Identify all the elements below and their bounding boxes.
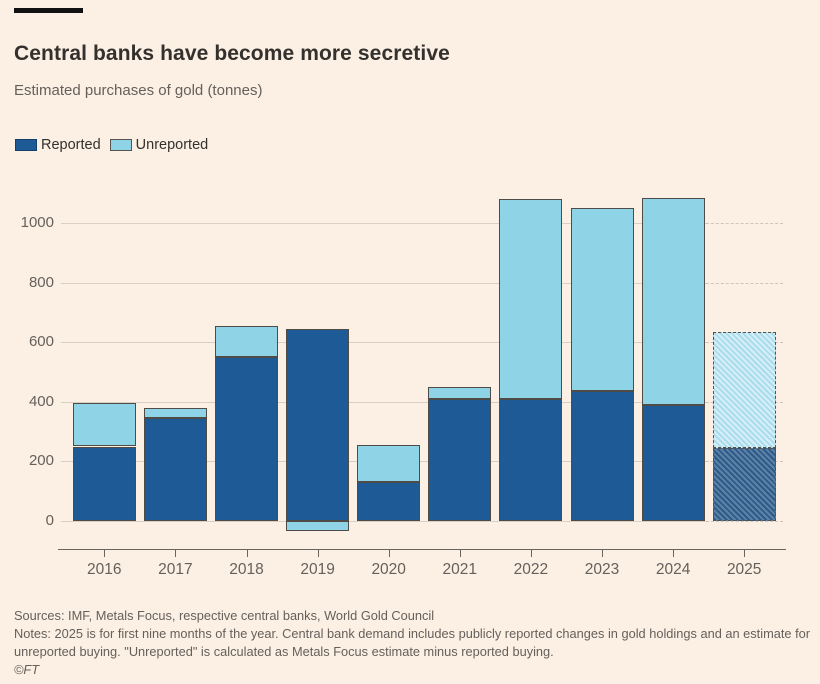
chart-subtitle: Estimated purchases of gold (tonnes) <box>14 82 263 99</box>
bar-2021-reported <box>428 398 492 521</box>
bar-2019-unreported-negative <box>286 521 350 532</box>
chart-footer: Sources: IMF, Metals Focus, respective c… <box>14 607 810 679</box>
unreported-swatch-icon <box>109 139 132 151</box>
legend-item-reported: Reported <box>15 137 101 153</box>
gridline-800 <box>61 282 706 284</box>
bar-2018-reported <box>215 357 278 521</box>
x-axis-label-2025: 2025 <box>726 561 762 578</box>
x-axis-tick <box>246 549 248 557</box>
gridline-400 <box>61 401 706 403</box>
x-axis-tick <box>317 549 319 557</box>
x-axis-label-2019: 2019 <box>300 561 335 578</box>
reported-swatch-icon <box>15 139 37 151</box>
legend-label-unreported: Unreported <box>135 137 209 153</box>
y-axis-tick-label: 1000 <box>20 214 54 231</box>
y-axis-tick-label: 800 <box>28 273 54 291</box>
y-axis-tick-label: 200 <box>28 452 54 470</box>
x-axis-label-2021: 2021 <box>442 561 478 578</box>
gridline-dashed-1000 <box>706 223 783 224</box>
x-axis-tick <box>175 549 177 557</box>
gridline-0 <box>61 521 706 522</box>
x-axis-label-2018: 2018 <box>229 561 264 578</box>
bar-2025-reported <box>712 447 776 521</box>
bar-2023-unreported <box>570 208 634 392</box>
ft-top-rule <box>14 8 83 13</box>
gridline-dashed-800 <box>706 282 783 284</box>
gridline-1000 <box>61 223 706 224</box>
y-axis-tick-label: 0 <box>45 512 54 529</box>
bar-2022-unreported <box>499 199 563 399</box>
x-axis-label-2020: 2020 <box>371 561 406 578</box>
bar-2020-reported <box>357 482 421 521</box>
bar-2017-reported <box>143 418 207 521</box>
ft-credit: ©FT <box>14 662 40 677</box>
x-axis-label-2022: 2022 <box>513 561 549 578</box>
notes-text: Notes: 2025 is for first nine months of … <box>14 626 811 659</box>
x-axis-tick <box>104 549 106 557</box>
x-axis-tick <box>673 549 675 557</box>
y-axis-tick-label: 400 <box>28 392 54 410</box>
x-axis-label-2016: 2016 <box>87 561 122 578</box>
legend-label-reported: Reported <box>41 137 101 153</box>
x-axis-tick <box>602 549 603 557</box>
bar-2016-unreported <box>72 403 136 447</box>
bar-2022-reported <box>499 398 563 521</box>
bar-2016-reported <box>72 446 136 521</box>
bar-2023-reported <box>570 391 634 521</box>
legend-item-unreported: Unreported <box>109 137 209 153</box>
bar-2020-unreported <box>357 445 421 483</box>
bar-2019-reported <box>286 328 350 521</box>
x-axis-label-2024: 2024 <box>655 561 691 578</box>
chart-legend: Reported Unreported <box>15 137 208 153</box>
bar-2024-unreported <box>641 197 705 405</box>
sources-text: Sources: IMF, Metals Focus, respective c… <box>14 608 435 623</box>
bar-2017-unreported <box>143 407 207 419</box>
x-axis-tick <box>744 549 746 557</box>
x-axis-label-2017: 2017 <box>158 561 193 578</box>
x-axis-tick <box>459 549 461 557</box>
x-axis-line <box>58 548 786 550</box>
bar-2021-unreported <box>428 386 492 399</box>
bar-2025-unreported <box>712 331 776 448</box>
bar-2018-unreported <box>215 325 278 358</box>
x-axis-label-2023: 2023 <box>584 561 620 578</box>
gridline-600 <box>61 342 706 344</box>
page-title: Central banks have become more secretive <box>14 42 450 66</box>
gridline-dashed-0 <box>706 521 783 522</box>
x-axis-tick <box>530 549 532 557</box>
x-axis-tick <box>388 549 390 557</box>
y-axis-tick-label: 600 <box>28 333 54 351</box>
bar-2024-reported <box>641 404 705 521</box>
